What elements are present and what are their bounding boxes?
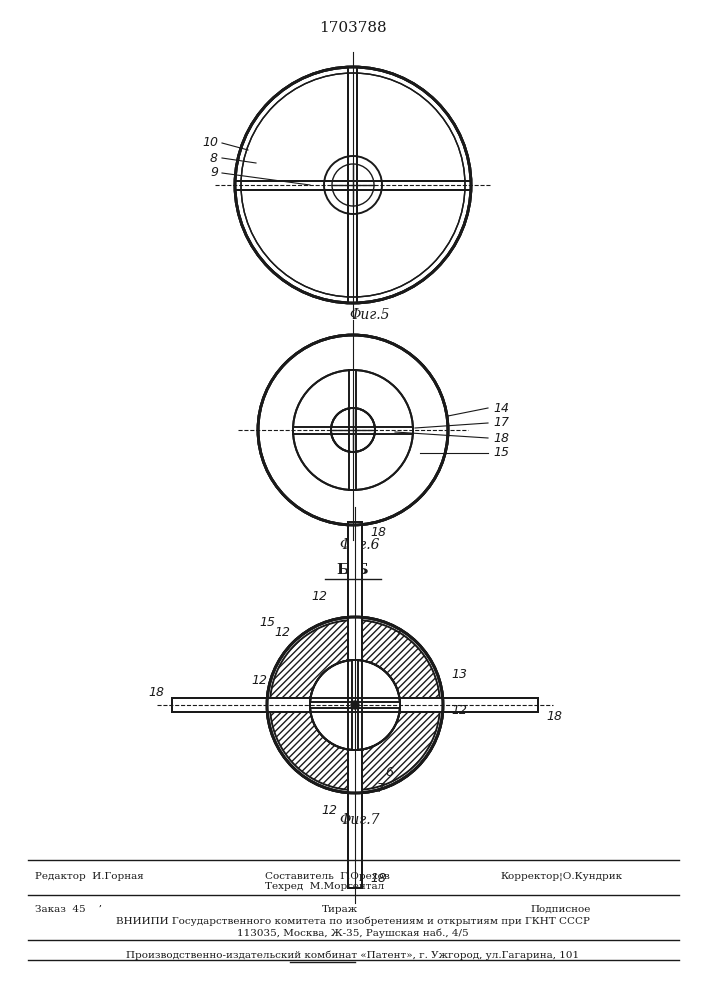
- Polygon shape: [293, 426, 413, 434]
- Polygon shape: [270, 620, 440, 790]
- Polygon shape: [235, 180, 471, 190]
- Circle shape: [351, 701, 359, 709]
- Circle shape: [235, 67, 471, 303]
- Circle shape: [331, 408, 375, 452]
- Text: 12: 12: [321, 804, 337, 818]
- Circle shape: [293, 370, 413, 490]
- Text: 14: 14: [493, 401, 509, 414]
- Bar: [172, 698, 538, 712]
- Text: 113035, Москва, Ж-35, Раушская наб., 4/5: 113035, Москва, Ж-35, Раушская наб., 4/5: [237, 928, 469, 938]
- Text: 10: 10: [202, 136, 218, 149]
- Bar: [348, 522, 362, 888]
- Text: Редактор  И.Горная: Редактор И.Горная: [35, 872, 144, 881]
- Text: Подписное: Подписное: [530, 905, 590, 914]
- Text: 1703788: 1703788: [319, 21, 387, 35]
- Text: 18: 18: [370, 871, 386, 884]
- Bar: [172, 698, 538, 712]
- Text: 18: 18: [493, 432, 509, 444]
- Text: 7: 7: [377, 782, 385, 794]
- Circle shape: [267, 617, 443, 793]
- Text: Производственно-издательский комбинат «Патент», г. Ужгород, ул.Гагарина, 101: Производственно-издательский комбинат «П…: [127, 950, 580, 960]
- Text: 18: 18: [148, 686, 164, 700]
- Text: 9: 9: [210, 166, 218, 180]
- Text: 18: 18: [546, 710, 562, 724]
- Text: Техред  М.Моргентал: Техред М.Моргентал: [265, 882, 384, 891]
- Text: 12: 12: [311, 590, 327, 603]
- Text: 12: 12: [251, 674, 267, 686]
- Text: Тираж: Тираж: [322, 905, 358, 914]
- Text: Φиг.6: Φиг.6: [340, 538, 380, 552]
- Bar: [348, 522, 362, 888]
- Polygon shape: [352, 660, 358, 750]
- Text: 13: 13: [451, 668, 467, 682]
- Text: 7: 7: [393, 631, 401, 644]
- Text: 8: 8: [210, 151, 218, 164]
- Text: 12: 12: [274, 626, 290, 639]
- Polygon shape: [310, 702, 400, 708]
- Circle shape: [310, 660, 400, 750]
- Text: 15: 15: [259, 615, 275, 629]
- Text: Заказ  45    ’: Заказ 45 ’: [35, 905, 102, 914]
- Text: 12: 12: [451, 704, 467, 716]
- Text: Составитель  Г.Орехов: Составитель Г.Орехов: [265, 872, 390, 881]
- Polygon shape: [349, 370, 356, 490]
- Polygon shape: [349, 67, 358, 303]
- Text: Б-Б: Б-Б: [337, 563, 369, 577]
- Text: Корректор¦О.Кундрик: Корректор¦О.Кундрик: [500, 872, 622, 881]
- Circle shape: [258, 335, 448, 525]
- Text: 6: 6: [385, 766, 393, 780]
- Text: 18: 18: [370, 526, 386, 538]
- Text: ВНИИПИ Государственного комитета по изобретениям и открытиям при ГКНТ СССР: ВНИИПИ Государственного комитета по изоб…: [116, 917, 590, 926]
- Text: 15: 15: [493, 446, 509, 460]
- Text: Φиг.5: Φиг.5: [350, 308, 390, 322]
- Text: 17: 17: [493, 416, 509, 430]
- Text: Φиг.7: Φиг.7: [340, 813, 380, 827]
